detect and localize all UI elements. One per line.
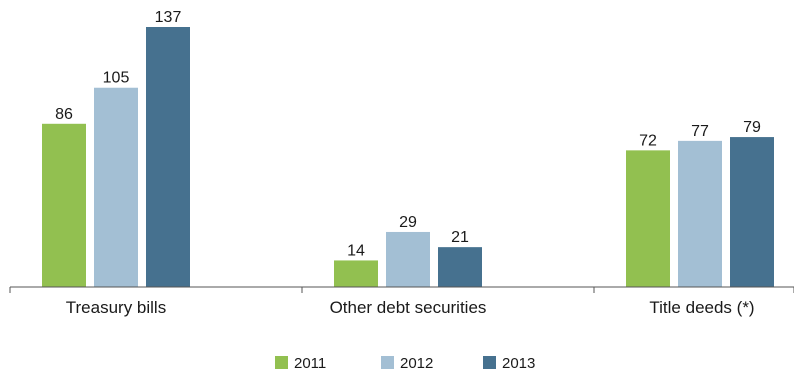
- bar-value-label: 72: [639, 132, 657, 149]
- value-labels-group: 86 105 137 14 29 21 72 77 79: [55, 9, 761, 259]
- bar-2012-1: [94, 87, 138, 288]
- bar-2013-3: [730, 137, 774, 287]
- bar-2012-2: [386, 231, 430, 287]
- bar-value-label: 105: [103, 70, 130, 87]
- bar-2012-3: [678, 140, 722, 287]
- bar-2013-1: [146, 27, 190, 287]
- category-label: Treasury bills: [66, 298, 166, 317]
- legend-label-2013: 2013: [502, 355, 535, 372]
- legend-label-2011: 2011: [294, 355, 326, 372]
- bar-value-label: 86: [55, 106, 73, 123]
- bar-value-label: 29: [399, 214, 417, 231]
- category-label: Other debt securities: [330, 298, 487, 317]
- bar-value-label: 137: [155, 9, 182, 26]
- bars-group: [42, 27, 774, 288]
- bar-value-label: 14: [347, 242, 365, 259]
- bar-value-label: 21: [451, 229, 469, 246]
- legend-swatch-2013: [483, 356, 496, 369]
- bar-2011-1: [42, 123, 86, 287]
- bar-2011-2: [334, 260, 378, 287]
- legend-label-2012: 2012: [400, 355, 433, 372]
- bar-2013-2: [438, 247, 482, 287]
- legend-swatch-2012: [381, 356, 394, 369]
- x-axis-ticks: [9, 287, 794, 293]
- legend-swatch-2011: [275, 356, 288, 369]
- category-labels-group: Treasury bills Other debt securities Title…: [66, 298, 755, 317]
- bar-value-label: 79: [743, 119, 761, 136]
- bar-value-label: 77: [691, 123, 709, 140]
- legend: 2011 2012 2013: [275, 355, 535, 372]
- category-label: Title deeds (*): [649, 298, 754, 317]
- bar-2011-3: [626, 150, 670, 287]
